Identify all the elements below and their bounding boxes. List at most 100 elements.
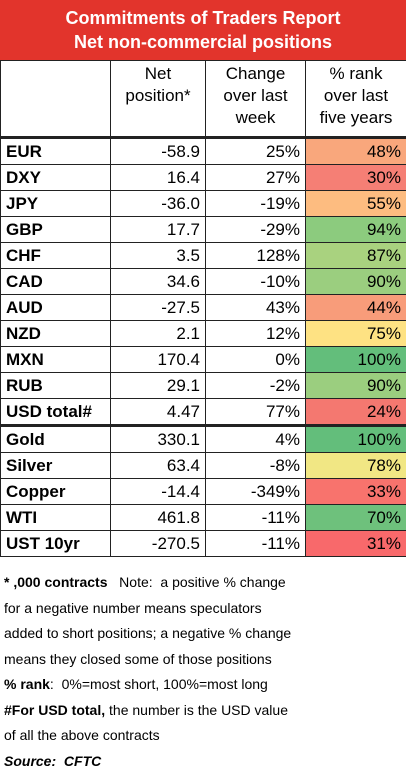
row: RUB 29.1 -2% 90% — [0, 372, 406, 399]
row: Copper -14.4 -349% 33% — [0, 478, 406, 505]
row-label: NZD — [0, 320, 111, 347]
footnote-line: * ,000 contracts Note: a positive % chan… — [4, 570, 404, 596]
cell: 461.8 — [110, 504, 206, 531]
row: DXY 16.4 27% 30% — [0, 164, 406, 191]
footnote-text: means they closed some of those position… — [4, 650, 272, 667]
footnote-line: means they closed some of those position… — [4, 647, 404, 673]
footnote-text: % rank — [4, 676, 50, 692]
cell: 78% — [305, 452, 406, 479]
cell: 128% — [205, 242, 306, 269]
column-header-line: % rank — [329, 64, 383, 83]
cell: 16.4 — [110, 164, 206, 191]
cell: -11% — [205, 530, 306, 557]
row: AUD -27.5 43% 44% — [0, 294, 406, 321]
row-label: USD total# — [0, 398, 111, 426]
row: EUR -58.9 25% 48% — [0, 136, 406, 165]
footnote-text: USD total, — [38, 701, 106, 718]
row: WTI 461.8 -11% 70% — [0, 504, 406, 531]
column-header-line: over last — [323, 86, 389, 105]
column-header-line: five years — [319, 108, 393, 127]
cell: -10% — [205, 268, 306, 295]
row-label: JPY — [0, 190, 111, 217]
row-label: WTI — [0, 504, 111, 531]
row: UST 10yr -270.5 -11% 31% — [0, 530, 406, 557]
footnote-line: #For USD total, the number is the USD va… — [4, 698, 404, 724]
cell: 4.47 — [110, 398, 206, 426]
row-label: DXY — [0, 164, 111, 191]
cell: 3.5 — [110, 242, 206, 269]
cell: 44% — [305, 294, 406, 321]
cell: -27.5 — [110, 294, 206, 321]
row: Gold 330.1 4% 100% — [0, 424, 406, 453]
footnote-text: of all the above contracts — [4, 727, 160, 743]
cell: 4% — [205, 424, 306, 453]
cell: -19% — [205, 190, 306, 217]
row: GBP 17.7 -29% 94% — [0, 216, 406, 243]
column-header: Change over last week — [205, 60, 306, 138]
footnote-text: Note: a positive % change — [107, 574, 286, 590]
row-label: GBP — [0, 216, 111, 243]
row-label: CHF — [0, 242, 111, 269]
cell: 94% — [305, 216, 406, 243]
row-label: Gold — [0, 424, 111, 453]
row-label: EUR — [0, 136, 111, 165]
footnote-line: of all the above contracts — [4, 723, 404, 749]
cell: 0% — [205, 346, 306, 373]
cell: 24% — [305, 398, 406, 426]
cell: 63.4 — [110, 452, 206, 479]
column-header-line: position* — [125, 86, 191, 105]
row: MXN 170.4 0% 100% — [0, 346, 406, 373]
row-label: CAD — [0, 268, 111, 295]
header: Commitments of Traders Report Net non-co… — [0, 0, 406, 60]
cell: -29% — [205, 216, 306, 243]
cell: 170.4 — [110, 346, 206, 373]
row-label: AUD — [0, 294, 111, 321]
footnote-line: Source: CFTC — [4, 749, 404, 775]
cell: 55% — [305, 190, 406, 217]
row-label: Silver — [0, 452, 111, 479]
footnote-line: added to short positions; a negative % c… — [4, 621, 404, 647]
footnote-text: added to short positions; a negative % c… — [4, 625, 292, 641]
cell: 48% — [305, 136, 406, 165]
cell: -58.9 — [110, 136, 206, 165]
header-row: Net position* Change over last week % rank ove… — [0, 60, 406, 138]
cell: 100% — [305, 424, 406, 453]
footnote-line: % rank: 0%=most short, 100%=most long — [4, 672, 404, 698]
cell: 77% — [205, 398, 306, 426]
cell: 33% — [305, 478, 406, 505]
table: Net position* Change over last week % rank ove… — [0, 60, 406, 557]
column-header-line: over last — [223, 86, 288, 105]
cell: -11% — [205, 504, 306, 531]
cell: -2% — [205, 372, 306, 399]
row-label: RUB — [0, 372, 111, 399]
cell: 43% — [205, 294, 306, 321]
row-label: Copper — [0, 478, 111, 505]
row: CAD 34.6 -10% 90% — [0, 268, 406, 295]
row: CHF 3.5 128% 87% — [0, 242, 406, 269]
cell: 100% — [305, 346, 406, 373]
cell: 31% — [305, 530, 406, 557]
footnotes: * ,000 contracts Note: a positive % chan… — [4, 570, 404, 774]
row: Silver 63.4 -8% 78% — [0, 452, 406, 479]
footnote-text: the number is the USD value — [105, 701, 288, 718]
column-header: % rank over last five years — [305, 60, 406, 138]
row: JPY -36.0 -19% 55% — [0, 190, 406, 217]
cell: 2.1 — [110, 320, 206, 347]
cell: 12% — [205, 320, 306, 347]
column-header — [0, 60, 111, 138]
cell: 30% — [305, 164, 406, 191]
row-label: UST 10yr — [0, 530, 111, 557]
cell: 70% — [305, 504, 406, 531]
footnote-line: for a negative number means speculators — [4, 596, 404, 622]
footnote-text: * ,000 contracts — [4, 574, 108, 590]
row: USD total# 4.47 77% 24% — [0, 398, 406, 426]
row-label: MXN — [0, 346, 111, 373]
footnote-text: Source: CFTC — [4, 752, 102, 769]
cell: 27% — [205, 164, 306, 191]
cell: 17.7 — [110, 216, 206, 243]
cell: 87% — [305, 242, 406, 269]
subtitle: Net non-commercial positions — [73, 32, 333, 52]
footnote-text: : 0%=most short, 100%=most long — [49, 676, 268, 692]
cell: 90% — [305, 268, 406, 295]
